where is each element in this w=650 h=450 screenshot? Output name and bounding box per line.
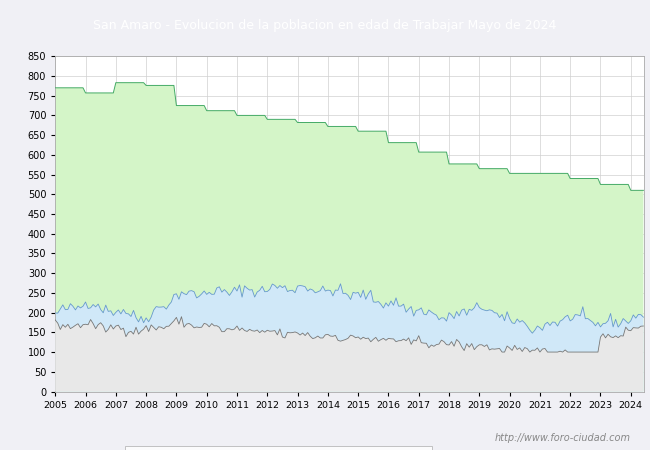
Text: http://www.foro-ciudad.com: http://www.foro-ciudad.com (495, 433, 630, 443)
Legend: Ocupados, Parados, Hab. entre 16-64: Ocupados, Parados, Hab. entre 16-64 (125, 446, 432, 450)
Text: San Amaro - Evolucion de la poblacion en edad de Trabajar Mayo de 2024: San Amaro - Evolucion de la poblacion en… (94, 19, 556, 32)
